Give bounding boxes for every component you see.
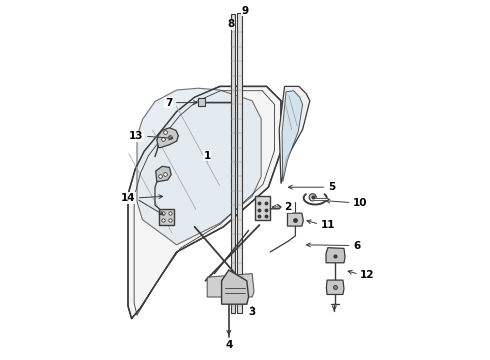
Text: 1: 1 [203, 150, 211, 161]
Text: 9: 9 [242, 6, 248, 16]
Polygon shape [237, 13, 242, 313]
Text: 8: 8 [227, 19, 234, 29]
Text: 2: 2 [284, 202, 291, 212]
Text: 3: 3 [248, 307, 256, 317]
Polygon shape [326, 280, 344, 294]
Polygon shape [156, 166, 171, 182]
Text: 13: 13 [129, 131, 144, 141]
Polygon shape [137, 88, 261, 245]
Polygon shape [128, 86, 281, 319]
Polygon shape [282, 91, 303, 182]
Text: 12: 12 [360, 270, 375, 280]
Text: 14: 14 [121, 193, 135, 203]
Polygon shape [207, 274, 254, 297]
Text: 10: 10 [353, 198, 368, 208]
Polygon shape [326, 248, 345, 263]
Polygon shape [198, 98, 205, 106]
Polygon shape [159, 209, 174, 225]
Text: 7: 7 [165, 98, 172, 108]
Circle shape [309, 194, 316, 201]
Text: 6: 6 [353, 240, 360, 251]
Polygon shape [279, 86, 310, 184]
Polygon shape [157, 128, 178, 148]
Polygon shape [221, 270, 248, 304]
Polygon shape [231, 14, 235, 313]
Polygon shape [288, 213, 303, 226]
Polygon shape [255, 196, 270, 220]
Text: 4: 4 [225, 339, 232, 350]
Text: 5: 5 [328, 182, 335, 192]
Text: 11: 11 [320, 220, 335, 230]
